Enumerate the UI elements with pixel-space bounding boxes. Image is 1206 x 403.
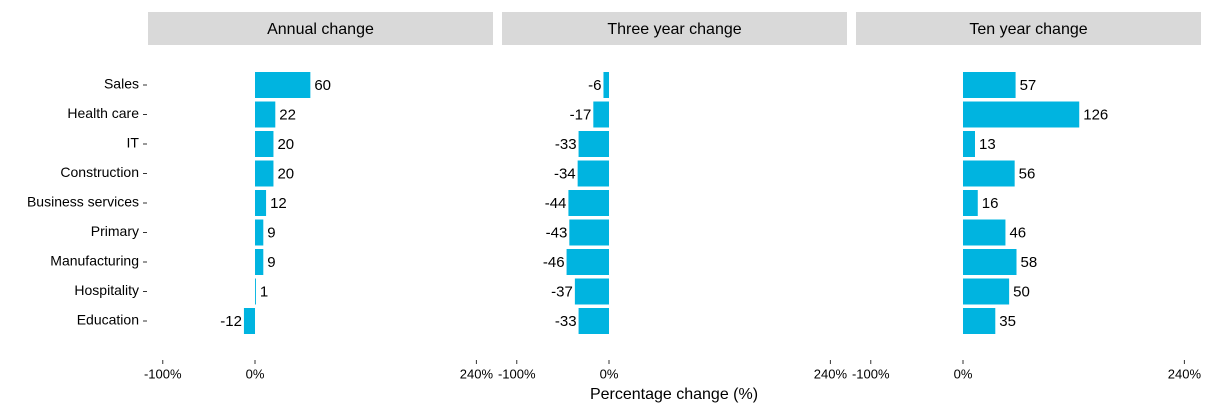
bar [603, 72, 610, 98]
data-label: 60 [314, 77, 331, 94]
data-label: 50 [1013, 283, 1030, 300]
bar [255, 160, 274, 187]
data-label: -46 [543, 254, 565, 271]
data-label: -33 [555, 136, 577, 153]
y-tick-label: Construction [60, 164, 139, 180]
data-label: -17 [570, 106, 592, 123]
bar [578, 308, 610, 334]
data-label: -37 [551, 283, 573, 300]
x-axis-label: Percentage change (%) [590, 386, 758, 403]
bar [963, 190, 978, 216]
data-label: 9 [267, 254, 275, 271]
bar [963, 101, 1080, 128]
data-label: -33 [555, 313, 577, 330]
facet-strip [148, 12, 493, 45]
facet-strip [856, 12, 1201, 45]
data-label: 20 [277, 165, 294, 182]
bar [574, 278, 610, 305]
y-tick-label: Primary [91, 223, 139, 239]
data-label: 46 [1009, 224, 1026, 241]
y-tick-label: Manufacturing [50, 253, 139, 269]
y-tick-label: Health care [67, 105, 139, 121]
bar [255, 72, 311, 98]
bar [963, 308, 996, 334]
bar [578, 131, 610, 157]
data-label: -43 [546, 224, 568, 241]
bar [963, 72, 1016, 98]
facet-title: Ten year change [969, 21, 1087, 38]
bar [566, 249, 610, 275]
bar [963, 131, 975, 157]
data-label: -12 [220, 313, 242, 330]
bar [569, 219, 610, 246]
bar [568, 190, 610, 216]
bar [255, 278, 256, 305]
bar [255, 131, 274, 157]
data-label: 12 [270, 195, 287, 212]
bar [255, 190, 267, 216]
x-tick-label: 240% [1168, 366, 1202, 381]
y-tick-label: IT [127, 135, 140, 151]
data-label: 1 [260, 283, 268, 300]
y-tick-label: Education [77, 312, 139, 328]
bar [593, 101, 610, 128]
data-label: 13 [979, 136, 996, 153]
bar [963, 160, 1015, 187]
x-tick-label: -100% [852, 366, 890, 381]
data-label: 57 [1020, 77, 1037, 94]
data-label: 126 [1083, 106, 1108, 123]
bar [963, 219, 1006, 246]
data-label: 56 [1019, 165, 1036, 182]
x-tick-label: -100% [144, 366, 182, 381]
data-label: 20 [277, 136, 294, 153]
data-label: 35 [999, 313, 1016, 330]
x-tick-label: 0% [600, 366, 619, 381]
data-label: 58 [1021, 254, 1038, 271]
y-tick-label: Sales [104, 76, 139, 92]
data-label: 22 [279, 106, 296, 123]
x-tick-label: 0% [954, 366, 973, 381]
data-label: -6 [588, 77, 601, 94]
data-label: -34 [554, 165, 576, 182]
y-tick-label: Business services [27, 194, 139, 210]
facet-title: Annual change [267, 21, 374, 38]
bar [243, 308, 256, 334]
bar [255, 101, 276, 128]
x-tick-label: 240% [814, 366, 848, 381]
data-label: -44 [545, 195, 567, 212]
x-tick-label: -100% [498, 366, 536, 381]
bar [255, 249, 264, 275]
y-tick-label: Hospitality [74, 282, 139, 298]
data-label: 16 [982, 195, 999, 212]
facet-strip [502, 12, 847, 45]
bar [963, 249, 1017, 275]
x-tick-label: 0% [246, 366, 265, 381]
x-tick-label: 240% [460, 366, 494, 381]
bar [577, 160, 610, 187]
bar [255, 219, 264, 246]
facet-title: Three year change [607, 21, 741, 38]
data-label: 9 [267, 224, 275, 241]
bar [963, 278, 1010, 305]
